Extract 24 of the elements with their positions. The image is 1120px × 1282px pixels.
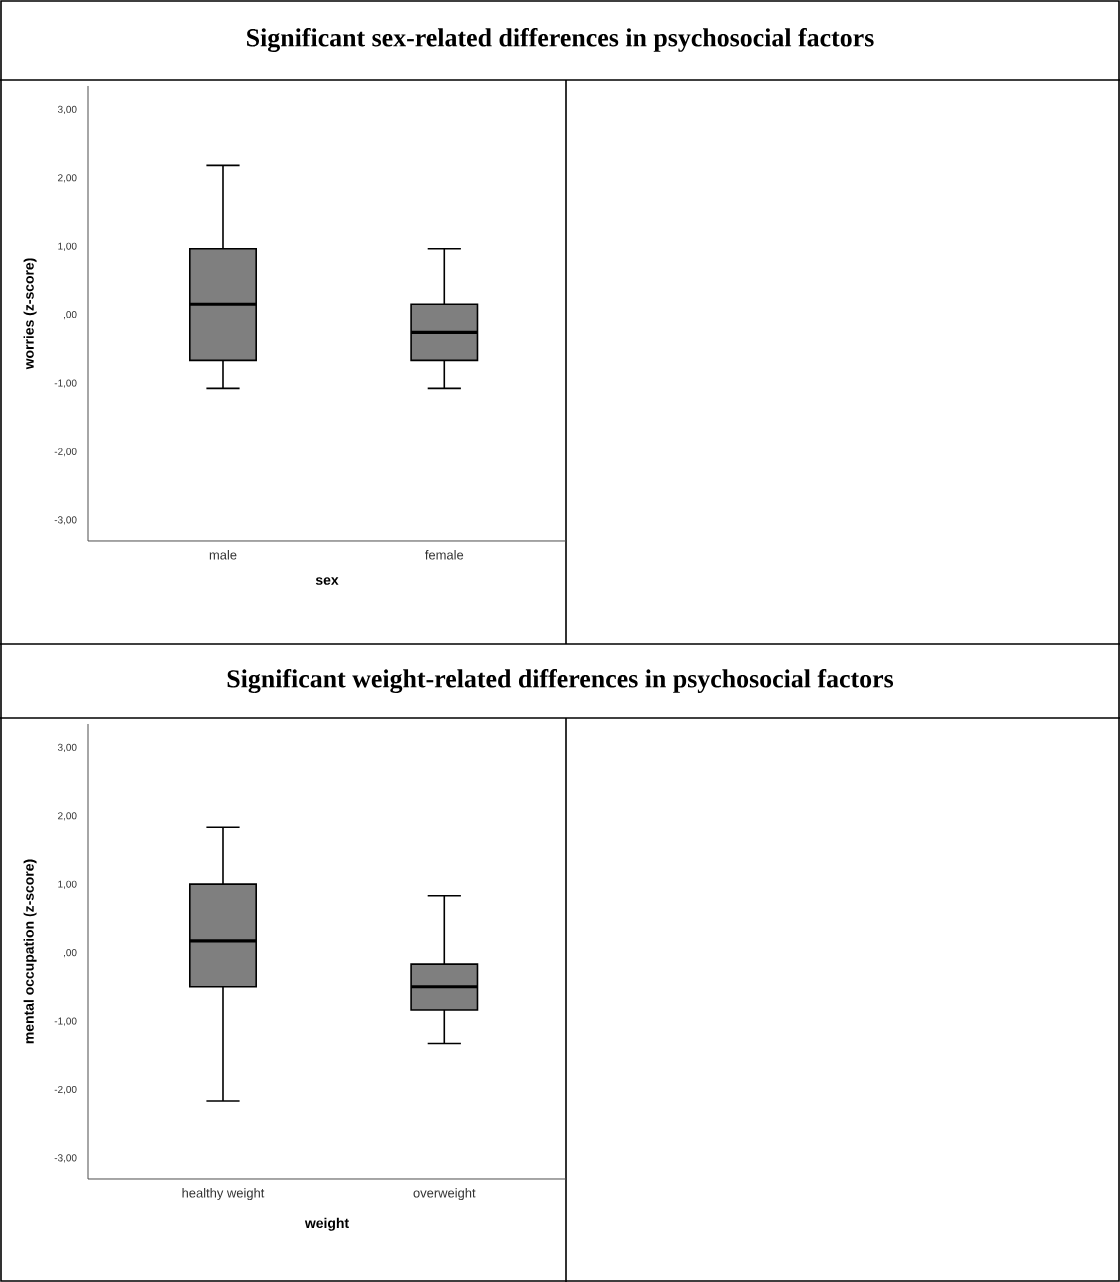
y-tick-label: -1,00 [54,1017,77,1026]
y-tick-label: 2,00 [58,812,77,821]
y-tick-label: -3,00 [54,1154,77,1163]
y-tick-label: ,00 [64,949,77,958]
chart-title: Significant sex-related differences in psychosocial factors [247,28,874,52]
x-tick-label: overweight [413,1188,476,1201]
x-tick-label: healthy weight [182,1188,265,1201]
y-tick-label: 2,00 [58,174,77,183]
y-axis-title: worries (z-score) [23,258,37,370]
y-tick-label: -3,00 [54,516,77,525]
x-tick-label: female [425,550,464,560]
y-axis-title: mental occupation (z-score) [23,859,37,1044]
y-tick-label: -1,00 [54,379,77,388]
y-tick-label: 3,00 [57,105,77,115]
x-axis-title: weight [304,1217,349,1231]
y-tick-label: 3,00 [57,743,77,753]
y-tick-label: 1,00 [58,242,77,251]
chart-title: Significant weight-related differences in psychosocial factors [227,669,894,694]
x-tick-label: male [209,550,237,560]
y-tick-label: 1,00 [58,880,77,889]
x-axis-title: sex [315,577,339,585]
y-tick-label: -2,00 [54,447,77,457]
y-tick-label: -2,00 [54,1085,77,1095]
y-tick-label: ,00 [64,311,77,320]
